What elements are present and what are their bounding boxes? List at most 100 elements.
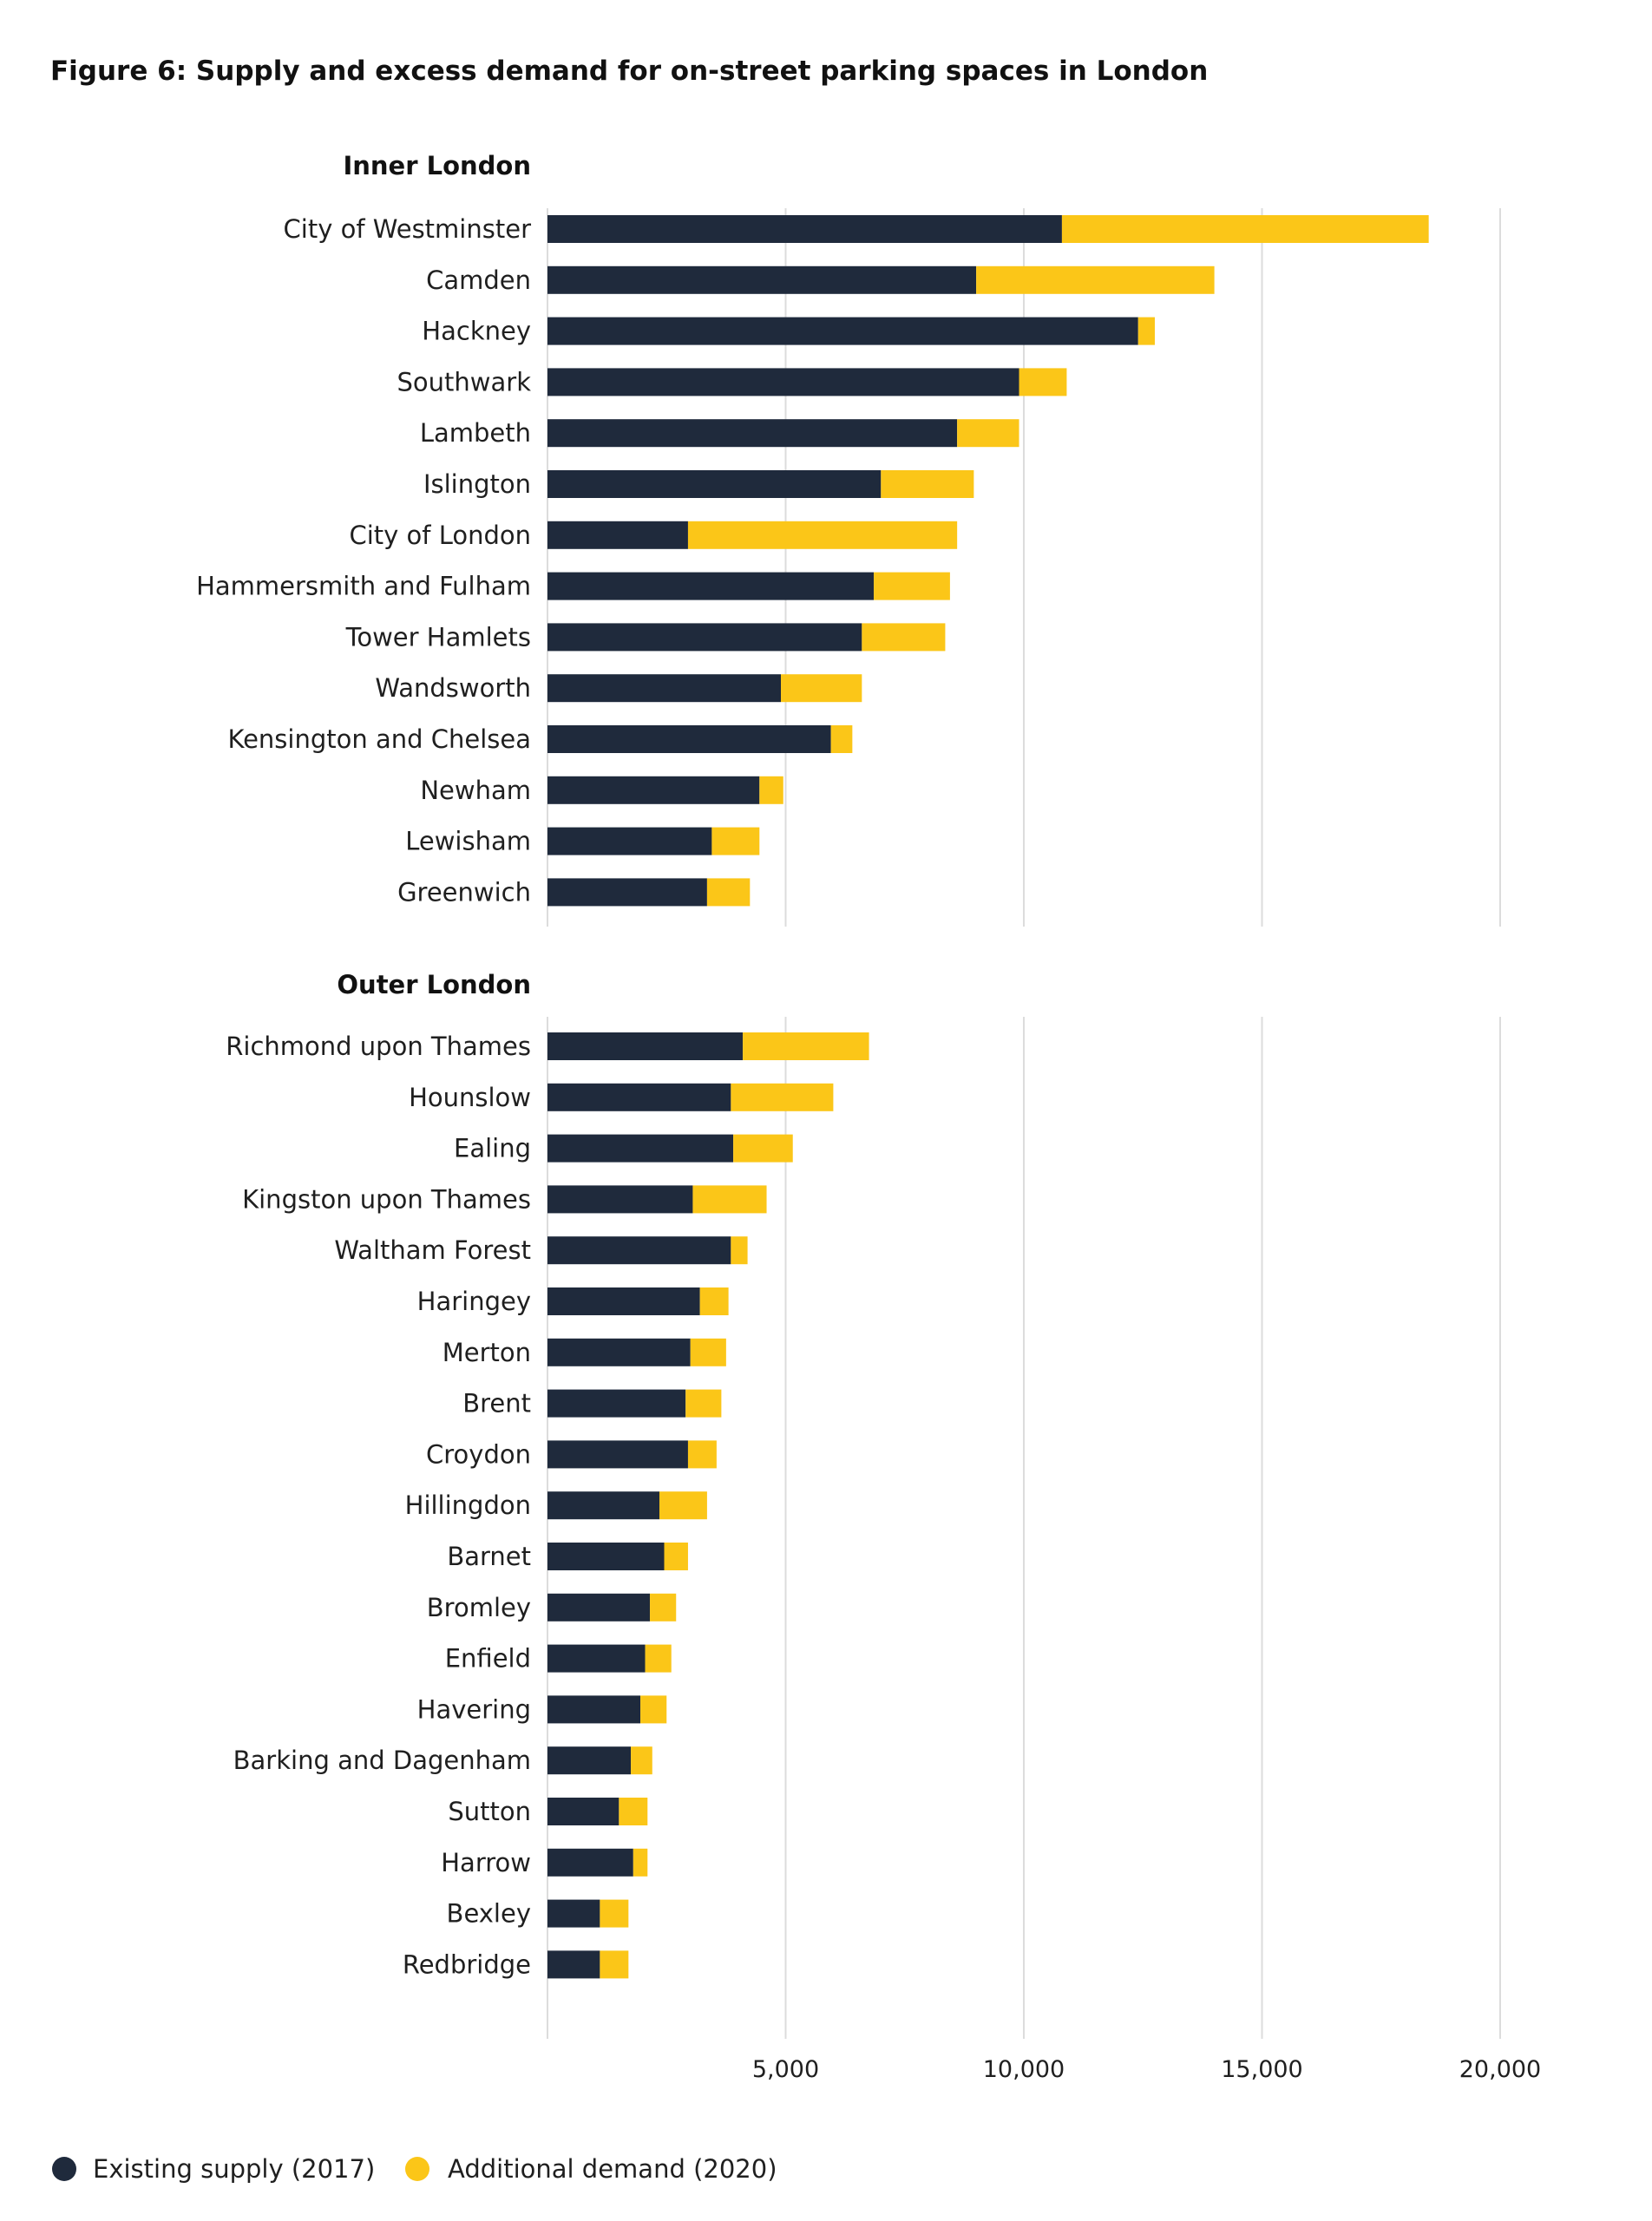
category-label: Hammersmith and Fulham xyxy=(196,572,531,601)
category-label: Havering xyxy=(417,1694,531,1724)
category-label: Camden xyxy=(426,265,531,295)
supply-bar xyxy=(547,674,782,703)
additional-demand-bar xyxy=(874,572,950,600)
supply-bar xyxy=(547,265,977,294)
additional-demand-bar xyxy=(659,1491,707,1520)
additional-demand-bar xyxy=(645,1644,672,1673)
additional-demand-bar xyxy=(976,265,1215,294)
supply-bar xyxy=(547,1798,620,1825)
additional-demand-bar xyxy=(862,623,946,652)
bar-groups: Inner London City of Westminster Camden Hac… xyxy=(196,151,1429,1979)
supply-bar xyxy=(547,1083,731,1111)
category-label: Waltham Forest xyxy=(334,1235,531,1265)
supply-bar xyxy=(547,878,707,907)
supply-bar xyxy=(547,1848,633,1877)
category-label: Barnet xyxy=(447,1542,531,1571)
supply-bar xyxy=(547,1746,632,1775)
category-label: Lambeth xyxy=(420,418,531,448)
supply-bar xyxy=(547,1185,693,1214)
supply-bar xyxy=(547,1134,734,1163)
category-label: Richmond upon Thames xyxy=(226,1032,531,1061)
category-label: Enfield xyxy=(445,1644,531,1674)
additional-demand-bar xyxy=(733,1134,793,1163)
supply-bar xyxy=(547,827,712,855)
supply-bar xyxy=(547,1236,731,1265)
chart-title: Figure 6: Supply and excess demand for o… xyxy=(50,56,1208,87)
additional-demand-bar xyxy=(640,1695,667,1724)
supply-bar xyxy=(547,1287,700,1315)
additional-demand-bar xyxy=(633,1848,648,1877)
additional-demand-bar xyxy=(731,1083,834,1111)
supply-bar xyxy=(547,1032,744,1060)
category-label: Bromley xyxy=(427,1593,531,1622)
supply-bar xyxy=(547,1695,641,1724)
x-tick-label: 20,000 xyxy=(1459,2056,1541,2083)
supply-bar xyxy=(547,419,958,448)
supply-bar xyxy=(547,368,1019,396)
supply-bar xyxy=(547,1389,686,1418)
group-heading: Outer London xyxy=(337,970,531,999)
additional-demand-bar xyxy=(1137,317,1155,345)
supply-bar xyxy=(547,1593,651,1622)
category-label: Hounslow xyxy=(409,1083,531,1112)
category-label: Bexley xyxy=(447,1899,531,1929)
additional-demand-bar xyxy=(711,827,760,855)
additional-demand-bar xyxy=(687,1440,717,1469)
supply-bar xyxy=(547,725,831,753)
additional-demand-bar xyxy=(830,725,853,753)
additional-demand-bar xyxy=(650,1593,677,1622)
category-label: City of Westminster xyxy=(284,214,532,244)
legend: Existing supply (2017) Additional demand … xyxy=(52,2154,777,2184)
category-label: Redbridge xyxy=(403,1949,531,1979)
additional-demand-bar xyxy=(619,1798,648,1825)
additional-demand-bar xyxy=(685,1389,722,1418)
legend-swatch xyxy=(52,2157,76,2181)
supply-bar xyxy=(547,1543,665,1570)
x-tick-label: 5,000 xyxy=(752,2056,819,2083)
category-label: Wandsworth xyxy=(375,673,531,703)
additional-demand-bar xyxy=(699,1287,729,1315)
category-label: Merton xyxy=(442,1338,531,1367)
additional-demand-bar xyxy=(600,1899,629,1928)
category-label: Newham xyxy=(420,776,531,805)
supply-bar xyxy=(547,1899,600,1928)
additional-demand-bar xyxy=(759,776,783,804)
additional-demand-bar xyxy=(957,419,1019,448)
category-label: Tower Hamlets xyxy=(345,622,531,652)
additional-demand-bar xyxy=(690,1338,726,1366)
supply-bar xyxy=(547,572,875,600)
supply-bar xyxy=(547,470,882,498)
category-label: Southwark xyxy=(397,367,532,396)
additional-demand-bar xyxy=(692,1185,767,1214)
additional-demand-bar xyxy=(781,674,862,703)
category-label: Haringey xyxy=(417,1287,531,1316)
bar-group: Outer London Richmond upon Thames Hounslow… xyxy=(226,970,869,1979)
bar-group: Inner London City of Westminster Camden Hac… xyxy=(196,151,1429,907)
category-label: Lewisham xyxy=(405,827,531,856)
additional-demand-bar xyxy=(687,521,958,549)
legend-label: Additional demand (2020) xyxy=(448,2154,777,2184)
legend-item: Existing supply (2017) xyxy=(52,2154,375,2184)
supply-bar xyxy=(547,623,862,652)
category-label: Ealing xyxy=(454,1134,531,1163)
supply-bar xyxy=(547,776,760,804)
additional-demand-bar xyxy=(881,470,974,498)
legend-label: Existing supply (2017) xyxy=(93,2154,375,2184)
x-tick-label: 15,000 xyxy=(1221,2056,1302,2083)
category-label: Sutton xyxy=(448,1797,531,1826)
x-tick-label: 10,000 xyxy=(983,2056,1065,2083)
x-axis: 5,000 10,000 15,000 20,000 xyxy=(752,2056,1541,2083)
category-label: Hackney xyxy=(422,317,531,346)
legend-swatch xyxy=(405,2157,429,2181)
category-label: Harrow xyxy=(441,1848,531,1877)
category-label: Islington xyxy=(423,469,531,499)
supply-bar xyxy=(547,1491,660,1520)
additional-demand-bar xyxy=(631,1746,652,1775)
category-label: Barking and Dagenham xyxy=(233,1746,531,1775)
supply-bar xyxy=(547,215,1062,243)
category-label: Brent xyxy=(462,1389,531,1418)
category-label: Croydon xyxy=(426,1439,531,1469)
supply-bar xyxy=(547,1950,600,1979)
supply-bar xyxy=(547,317,1138,345)
